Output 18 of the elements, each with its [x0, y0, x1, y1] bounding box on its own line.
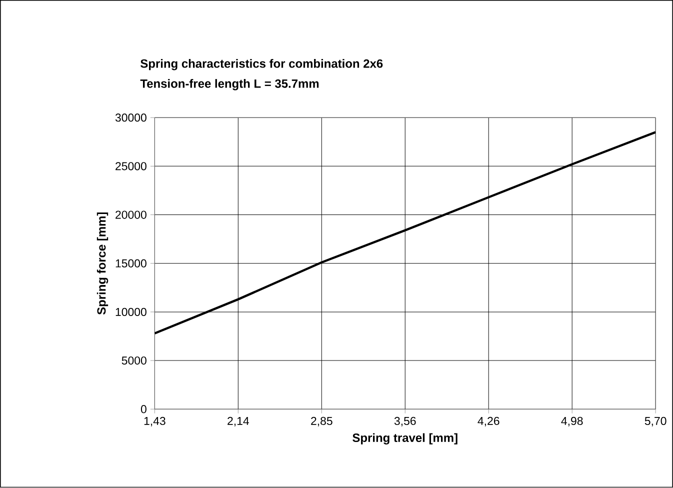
- x-tick-label: 4,26: [478, 417, 500, 427]
- x-tick-label: 2,85: [311, 417, 332, 427]
- x-tick-label: 2,14: [228, 417, 249, 427]
- y-tick-label: 30000: [115, 114, 146, 122]
- y-tick-label: 25000: [116, 162, 146, 170]
- y-tick-label: 20000: [116, 210, 146, 219]
- y-axis-title: Spring force [mm]: [96, 212, 108, 315]
- x-tick-label: 3,56: [394, 417, 416, 427]
- x-tick-label: 1,43: [144, 417, 166, 427]
- chart-title: Spring characteristics for combination 2x6: [140, 59, 383, 70]
- x-tick-label: 5,70: [644, 417, 666, 427]
- x-axis-title: Spring travel [mm]: [352, 433, 458, 445]
- y-tick-label: 0: [140, 405, 146, 414]
- x-tick-label: 4,98: [561, 417, 583, 427]
- y-tick-label: 15000: [116, 259, 146, 268]
- chart-subtitle: Tension-free length L = 35.7mm: [140, 79, 319, 90]
- y-tick-label: 5000: [122, 356, 146, 365]
- y-tick-label: 10000: [116, 308, 146, 316]
